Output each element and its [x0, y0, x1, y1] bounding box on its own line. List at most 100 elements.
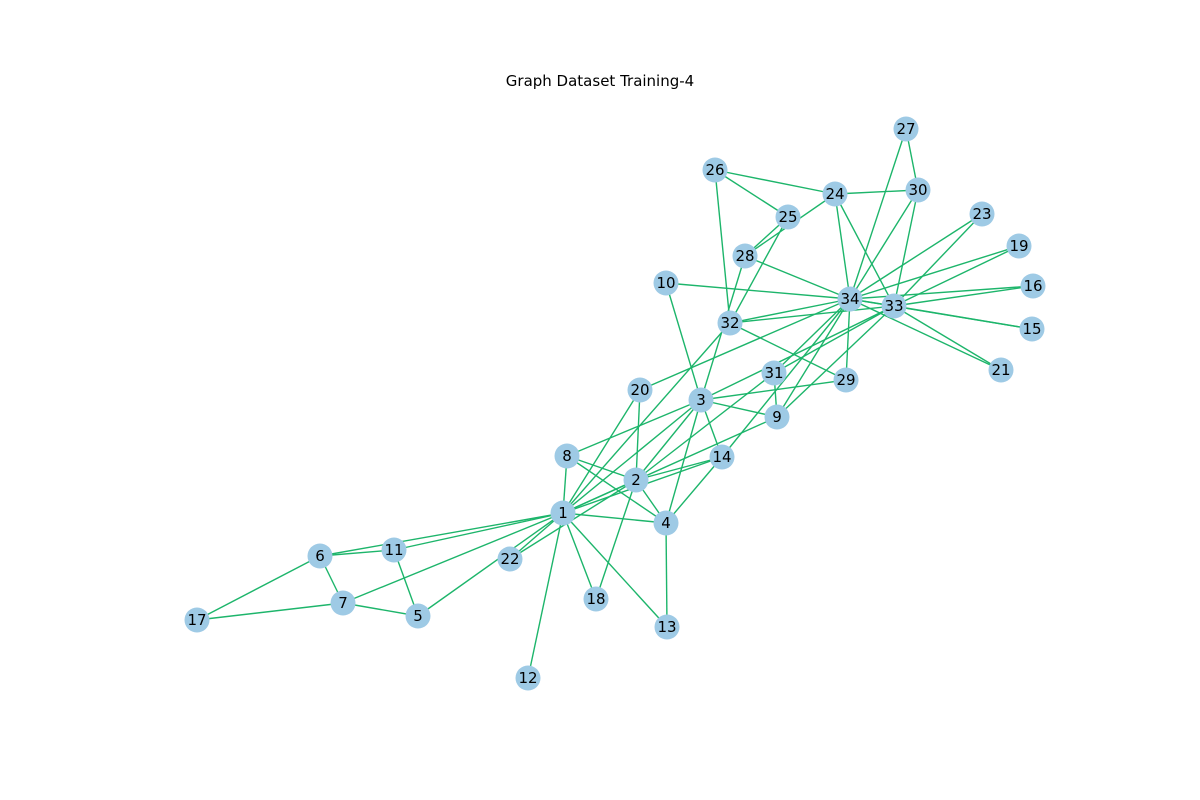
- edge-25-32: [729, 216, 789, 324]
- node-layer: 1234567891011121314151617181920212223242…: [184, 116, 1046, 691]
- edge-16-33: [893, 285, 1034, 307]
- edge-4-14: [665, 456, 723, 524]
- node-24: 24: [822, 181, 848, 207]
- node-label-25: 25: [778, 208, 797, 226]
- node-12: 12: [515, 665, 541, 691]
- edge-23-34: [849, 213, 983, 300]
- edge-4-8: [566, 455, 667, 524]
- node-label-11: 11: [384, 541, 403, 559]
- node-label-23: 23: [972, 205, 991, 223]
- edge-1-9: [562, 416, 778, 514]
- edge-1-18: [562, 512, 597, 600]
- node-2: 2: [623, 467, 649, 493]
- node-circle-34: [837, 286, 863, 312]
- edge-9-34: [776, 298, 851, 418]
- edge-1-6: [319, 512, 564, 557]
- node-circle-15: [1019, 316, 1045, 342]
- node-18: 18: [583, 586, 609, 612]
- node-20: 20: [627, 377, 653, 403]
- node-label-28: 28: [735, 247, 754, 265]
- node-circle-13: [654, 614, 680, 640]
- node-circle-20: [627, 377, 653, 403]
- node-17: 17: [184, 607, 210, 633]
- node-circle-27: [893, 116, 919, 142]
- node-9: 9: [764, 404, 790, 430]
- node-30: 30: [905, 177, 931, 203]
- node-1: 1: [550, 500, 576, 526]
- edge-14-34: [721, 298, 851, 458]
- node-circle-10: [653, 270, 679, 296]
- edge-1-4: [562, 512, 667, 524]
- edge-24-34: [834, 193, 851, 300]
- node-circle-24: [822, 181, 848, 207]
- node-22: 22: [497, 546, 523, 572]
- edge-21-33: [893, 305, 1002, 371]
- edge-9-33: [776, 305, 895, 418]
- edge-19-33: [893, 245, 1020, 307]
- node-21: 21: [988, 357, 1014, 383]
- edge-3-29: [700, 379, 847, 401]
- edge-5-7: [342, 602, 419, 617]
- edge-1-20: [562, 389, 641, 514]
- node-label-7: 7: [338, 594, 348, 612]
- node-19: 19: [1006, 233, 1032, 259]
- node-label-32: 32: [720, 314, 739, 332]
- edge-1-7: [342, 512, 564, 604]
- node-label-6: 6: [315, 547, 325, 565]
- edge-28-34: [744, 255, 851, 300]
- node-label-31: 31: [764, 364, 783, 382]
- edge-2-18: [595, 479, 637, 600]
- node-31: 31: [761, 360, 787, 386]
- edge-layer: [196, 128, 1034, 679]
- node-label-29: 29: [836, 371, 855, 389]
- node-label-15: 15: [1022, 320, 1041, 338]
- node-label-12: 12: [518, 669, 537, 687]
- node-circle-23: [969, 201, 995, 227]
- node-label-1: 1: [558, 504, 568, 522]
- node-10: 10: [653, 270, 679, 296]
- node-label-10: 10: [656, 274, 675, 292]
- node-26: 26: [702, 157, 728, 183]
- node-circle-8: [554, 443, 580, 469]
- node-circle-17: [184, 607, 210, 633]
- node-23: 23: [969, 201, 995, 227]
- node-circle-32: [717, 310, 743, 336]
- edge-1-3: [562, 399, 702, 514]
- edge-2-14: [635, 456, 723, 481]
- edge-32-34: [729, 298, 851, 324]
- edge-31-34: [773, 298, 851, 374]
- edge-24-33: [834, 193, 895, 307]
- edge-24-30: [834, 189, 919, 195]
- edge-19-34: [849, 245, 1020, 300]
- edge-26-32: [714, 169, 731, 324]
- node-circle-11: [381, 537, 407, 563]
- edge-4-13: [665, 522, 668, 628]
- node-34: 34: [837, 286, 863, 312]
- edge-3-9: [700, 399, 778, 418]
- edge-29-34: [845, 298, 851, 381]
- node-circle-14: [709, 444, 735, 470]
- edge-31-33: [773, 305, 895, 374]
- node-15: 15: [1019, 316, 1045, 342]
- node-circle-18: [583, 586, 609, 612]
- node-circle-9: [764, 404, 790, 430]
- edge-30-34: [849, 189, 919, 300]
- node-label-2: 2: [631, 471, 641, 489]
- node-circle-2: [623, 467, 649, 493]
- node-circle-16: [1020, 273, 1046, 299]
- edge-1-5: [417, 512, 564, 617]
- node-label-34: 34: [840, 290, 859, 308]
- node-label-5: 5: [413, 607, 423, 625]
- edge-20-34: [639, 298, 851, 391]
- node-label-33: 33: [884, 297, 903, 315]
- node-label-4: 4: [661, 514, 671, 532]
- node-label-24: 24: [825, 185, 844, 203]
- edge-30-33: [893, 189, 919, 307]
- node-7: 7: [330, 590, 356, 616]
- edge-3-8: [566, 399, 702, 457]
- node-label-14: 14: [712, 448, 731, 466]
- edge-29-32: [729, 322, 847, 381]
- node-16: 16: [1020, 273, 1046, 299]
- node-label-16: 16: [1023, 277, 1042, 295]
- node-5: 5: [405, 603, 431, 629]
